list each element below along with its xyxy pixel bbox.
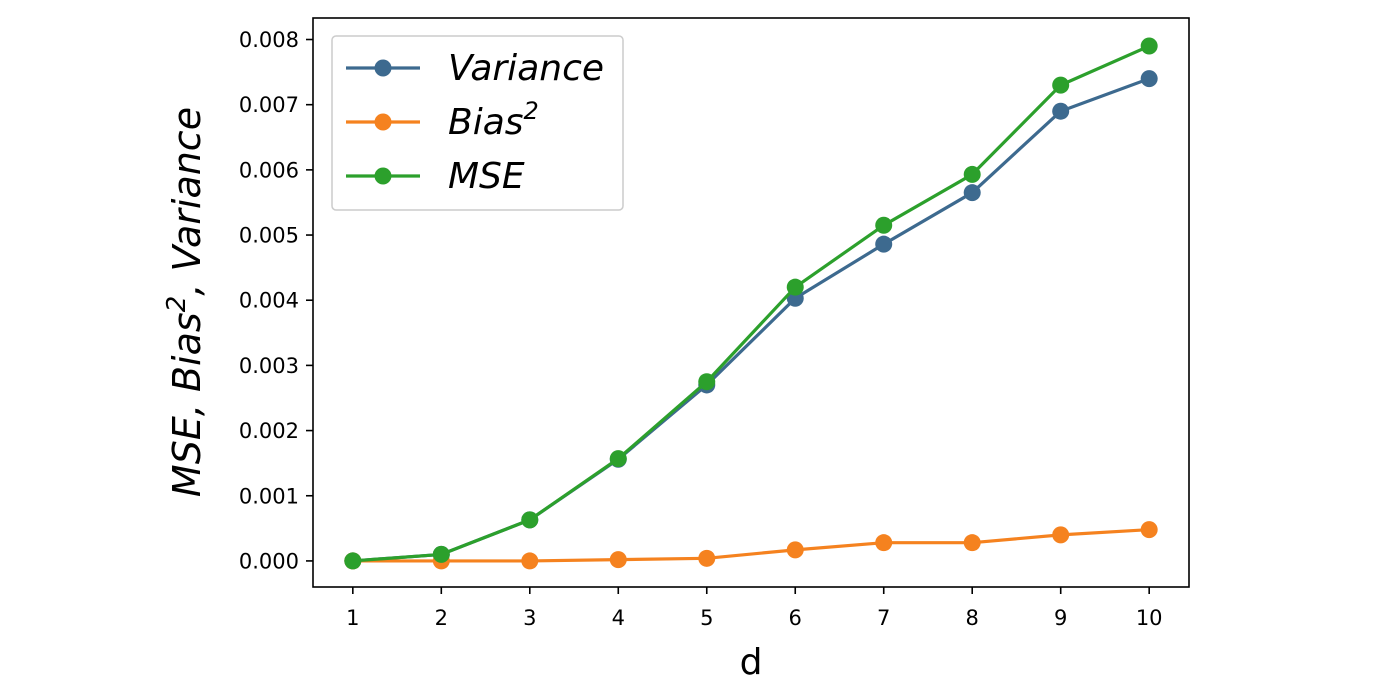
x-tick-label: 5 [700, 606, 713, 630]
y-tick-label: 0.004 [239, 289, 299, 313]
data-point-mse [1052, 76, 1070, 94]
data-point-mse [521, 511, 539, 529]
data-point-mse [875, 216, 893, 234]
x-tick-label: 4 [612, 606, 625, 630]
x-tick-label: 9 [1054, 606, 1067, 630]
data-point-variance [1052, 102, 1070, 120]
data-point-bias2 [521, 552, 539, 570]
legend-marker-mse [374, 167, 392, 185]
y-axis-title-suffix: , Variance [165, 107, 209, 296]
data-point-variance [963, 184, 981, 202]
x-axis: 1 2 3 4 5 6 7 8 9 10 [346, 587, 1163, 630]
x-tick-label: 10 [1136, 606, 1163, 630]
legend-label-variance: Variance [448, 48, 604, 89]
legend-marker-bias2 [374, 113, 392, 131]
data-point-mse [344, 552, 362, 570]
x-tick-label: 2 [435, 606, 448, 630]
series-line-bias2 [352, 528, 1150, 563]
data-point-variance [1140, 70, 1158, 88]
y-tick-label: 0.001 [239, 484, 299, 508]
data-point-bias2 [1052, 526, 1070, 544]
data-point-bias2 [1140, 521, 1158, 539]
x-tick-label: 8 [966, 606, 979, 630]
series-line-mse [352, 44, 1150, 563]
series-layer [344, 37, 1158, 570]
y-axis-title: MSE, Bias2, Variance [162, 107, 209, 497]
x-tick-label: 7 [877, 606, 890, 630]
data-point-bias2 [963, 534, 981, 552]
legend: Variance Bias2 MSE [331, 35, 624, 211]
legend-box [331, 35, 624, 211]
y-axis: 0.000 0.001 0.002 0.003 0.004 0.005 0.006 0.007… [239, 28, 313, 573]
y-tick-label: 0.000 [239, 549, 299, 573]
y-axis-title-prefix: MSE, Bias [165, 312, 209, 497]
x-tick-label: 1 [346, 606, 359, 630]
data-point-mse [698, 373, 716, 391]
data-point-bias2 [698, 549, 716, 567]
y-tick-label: 0.002 [239, 419, 299, 443]
data-point-mse [1140, 37, 1158, 55]
data-point-variance [875, 235, 893, 253]
x-axis-title: d [740, 642, 763, 683]
y-axis-title-sup: 2 [162, 296, 192, 313]
y-tick-label: 0.003 [239, 354, 299, 378]
data-point-mse [609, 450, 627, 468]
y-tick-label: 0.008 [239, 28, 299, 52]
data-point-bias2 [875, 534, 893, 552]
data-point-bias2 [609, 551, 627, 569]
legend-marker-variance [374, 59, 392, 77]
x-tick-label: 6 [789, 606, 802, 630]
y-tick-label: 0.007 [239, 93, 299, 117]
y-tick-label: 0.006 [239, 158, 299, 182]
legend-label-mse: MSE [448, 156, 525, 197]
x-tick-label: 3 [523, 606, 536, 630]
data-point-mse [786, 278, 804, 296]
data-point-mse [963, 165, 981, 183]
data-point-bias2 [786, 541, 804, 559]
data-point-mse [432, 545, 450, 563]
legend-label-bias2: Bias2 [448, 97, 539, 143]
y-tick-label: 0.005 [239, 224, 299, 248]
